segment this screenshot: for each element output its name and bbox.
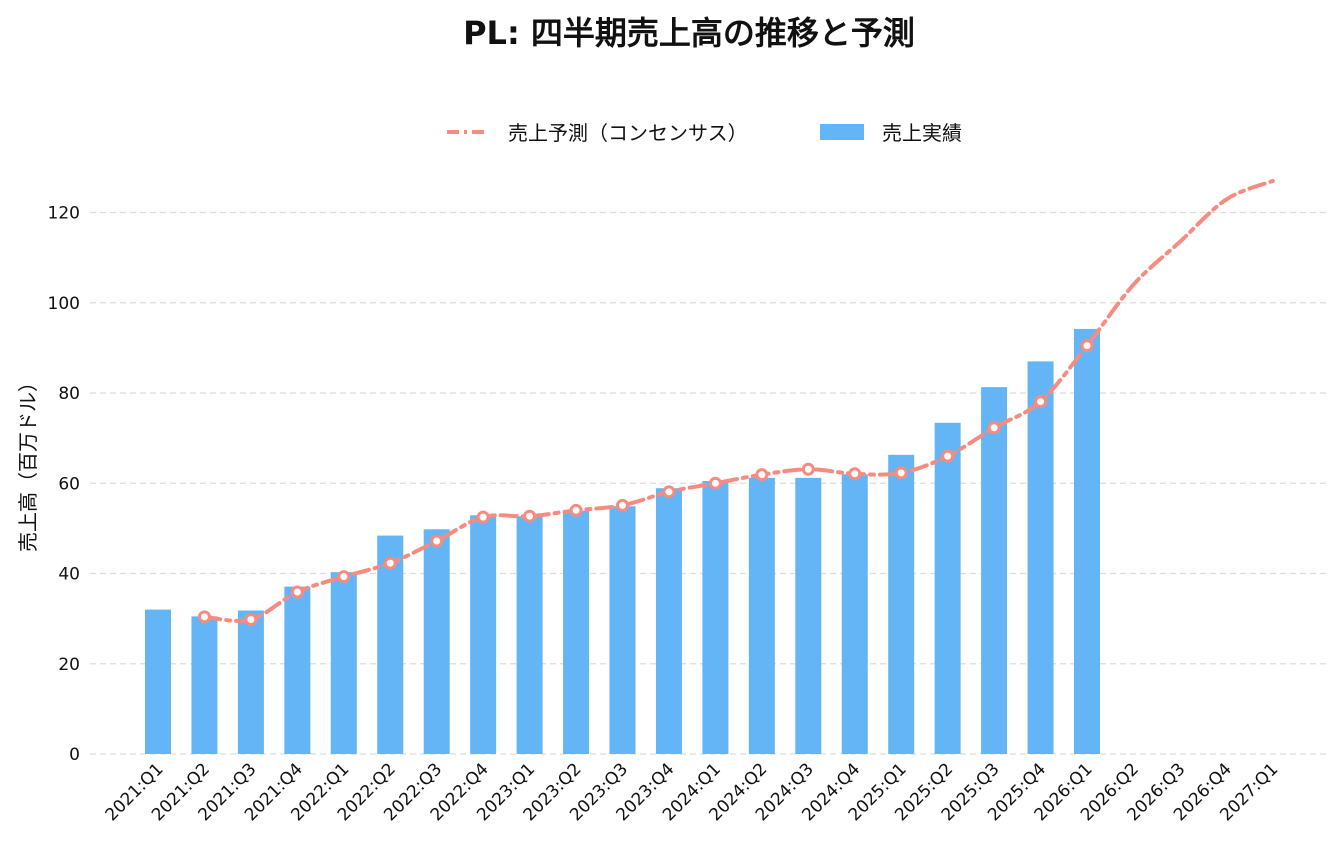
forecast-point xyxy=(244,613,258,627)
revenue-bar xyxy=(841,474,868,754)
x-axis-ticks: 2021:Q12021:Q22021:Q32021:Q42022:Q12022:… xyxy=(102,759,1283,825)
y-tick-label: 100 xyxy=(48,294,80,314)
revenue-bar xyxy=(470,515,497,754)
y-tick-label: 60 xyxy=(58,474,80,494)
bar-series xyxy=(145,328,1100,754)
forecast-point xyxy=(894,466,908,480)
revenue-bar xyxy=(702,480,729,754)
forecast-point xyxy=(337,570,351,584)
revenue-bar xyxy=(1074,328,1100,754)
revenue-bar xyxy=(981,387,1008,754)
revenue-bar xyxy=(516,516,543,754)
forecast-point xyxy=(708,476,722,490)
forecast-line xyxy=(202,178,1275,623)
revenue-bar xyxy=(284,586,311,754)
forecast-markers xyxy=(197,339,1094,627)
forecast-point xyxy=(383,556,397,570)
forecast-point xyxy=(801,462,815,476)
forecast-point xyxy=(430,534,444,548)
y-tick-label: 80 xyxy=(58,384,80,404)
revenue-bar xyxy=(145,609,171,754)
revenue-bar xyxy=(377,535,404,754)
revenue-bar xyxy=(795,477,822,754)
legend-actual-swatch xyxy=(820,124,864,140)
forecast-point xyxy=(755,468,769,482)
y-axis-label: 売上高（百万ドル） xyxy=(16,372,40,552)
y-tick-label: 120 xyxy=(48,204,80,224)
forecast-point xyxy=(941,449,955,463)
forecast-point xyxy=(476,510,490,524)
y-tick-label: 0 xyxy=(69,745,80,765)
forecast-point xyxy=(290,585,304,599)
revenue-bar xyxy=(191,616,218,754)
y-tick-label: 20 xyxy=(58,655,80,675)
legend-actual-label: 売上実績 xyxy=(882,121,962,145)
revenue-bar xyxy=(237,610,264,754)
forecast-point xyxy=(616,498,629,512)
forecast-point xyxy=(523,509,537,523)
revenue-bar xyxy=(934,422,961,754)
revenue-bar xyxy=(888,454,915,754)
revenue-bar xyxy=(330,572,357,754)
legend: 売上予測（コンセンサス） 売上実績 xyxy=(447,121,962,145)
forecast-point xyxy=(848,467,862,481)
revenue-bar xyxy=(423,529,450,754)
gridlines xyxy=(90,211,1328,755)
forecast-line-series xyxy=(202,178,1275,623)
forecast-point xyxy=(1034,395,1048,409)
forecast-point xyxy=(1080,339,1094,353)
revenue-bar xyxy=(563,510,590,754)
revenue-bar xyxy=(655,488,682,754)
legend-forecast-label: 売上予測（コンセンサス） xyxy=(508,121,748,145)
forecast-point xyxy=(197,610,211,624)
revenue-bar xyxy=(609,506,636,754)
forecast-point xyxy=(987,421,1001,435)
forecast-point xyxy=(662,485,676,499)
y-tick-label: 40 xyxy=(58,565,80,585)
revenue-bar xyxy=(1027,361,1054,754)
revenue-bar xyxy=(748,477,775,754)
y-axis-ticks: 0 20 40 60 80 100 120 xyxy=(48,204,80,766)
chart-title: PL: 四半期売上高の推移と予測 xyxy=(463,14,915,52)
forecast-point xyxy=(569,503,583,517)
